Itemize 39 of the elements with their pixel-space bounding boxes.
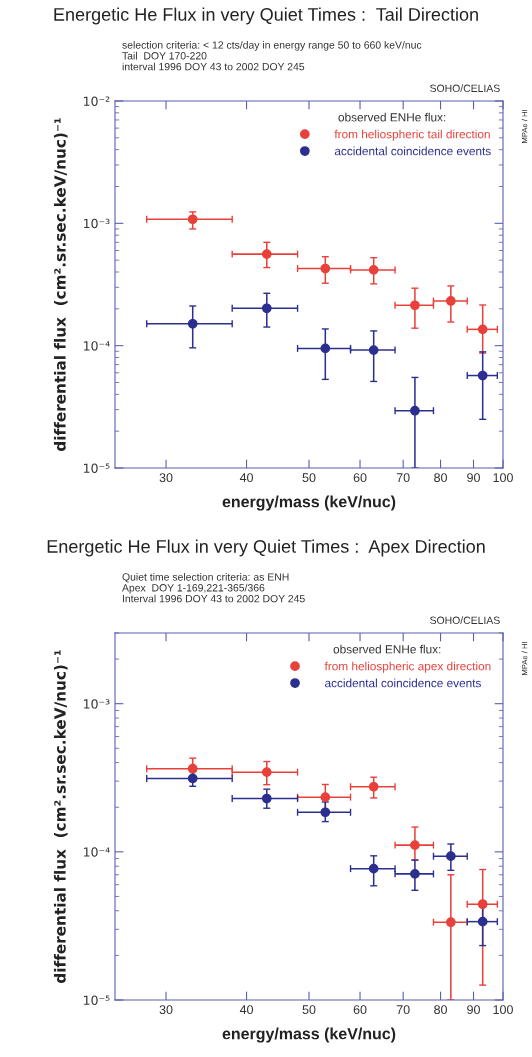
x-tick-label: 60 xyxy=(353,473,367,483)
chart-title: Energetic He Flux in very Quiet Times : Tail Direction xyxy=(54,7,478,25)
x-tick-label: 90 xyxy=(467,1005,480,1015)
x-tick-label: 40 xyxy=(239,1005,254,1015)
legend-title: observed ENHe flux: xyxy=(338,112,446,122)
x-tick-label: 70 xyxy=(396,473,410,483)
chart-title: Energetic He Flux in very Quiet Times : Apex Direction xyxy=(47,539,485,557)
x-tick-label: 100 xyxy=(493,1005,513,1015)
y-tick-label: 10⁻² xyxy=(84,96,110,106)
x-axis-title: energy/mass (keV/nuc) xyxy=(222,1027,396,1043)
y-tick-label: 10⁻⁴ xyxy=(84,847,110,857)
y-tick-label: 10⁻³ xyxy=(84,699,110,709)
x-tick-label: 90 xyxy=(467,473,480,483)
y-tick-label: 10⁻⁵ xyxy=(84,463,110,473)
text: SOHO/CELIAS xyxy=(430,84,500,92)
x-tick-label: 80 xyxy=(434,1005,448,1015)
x-axis-title: energy/mass (keV/nuc) xyxy=(222,495,396,511)
y-axis-title: differential flux (cm².sr.sec.keV/nuc)⁻¹ xyxy=(53,650,68,983)
x-tick-label: 30 xyxy=(159,1005,173,1015)
x-tick-label: 50 xyxy=(302,473,316,483)
x-tick-label: 40 xyxy=(239,473,254,483)
chart-subtitle: selection criteria: < 12 cts/day in energy range 50 to 660 keV/nuc Tail DOY 170-220 interval 1996 DOY 43 to 2002 DOY 245 xyxy=(122,41,422,71)
legend-label: accidental coincidence events xyxy=(334,146,491,156)
x-tick-label: 30 xyxy=(159,473,173,483)
chart-subtitle: Quiet time selection criteria: as ENH Apex DOY 1-169,221-365/366 Interval 1996 DOY 43 to 2002 DOY 245 xyxy=(122,573,305,603)
x-tick-label: 100 xyxy=(493,473,513,483)
x-tick-label: 70 xyxy=(396,1005,410,1015)
legend-label: from heliospheric apex direction xyxy=(324,661,491,673)
x-tick-label: 50 xyxy=(302,1005,316,1015)
x-tick-label: 60 xyxy=(353,1005,367,1015)
x-tick-label: 80 xyxy=(434,473,448,483)
legend-title: observed ENHe flux: xyxy=(333,644,441,654)
legend-label: accidental coincidence events xyxy=(325,678,481,688)
y-tick-label: 10⁻⁴ xyxy=(84,341,110,351)
y-tick-label: 10⁻⁵ xyxy=(84,995,110,1005)
text: SOHO/CELIAS xyxy=(430,616,500,624)
legend-label: from heliospheric tail direction xyxy=(334,129,490,141)
y-tick-label: 10⁻³ xyxy=(84,218,110,229)
y-axis-title: differential flux (cm².sr.sec.keV/nuc)⁻¹ xyxy=(53,118,68,451)
